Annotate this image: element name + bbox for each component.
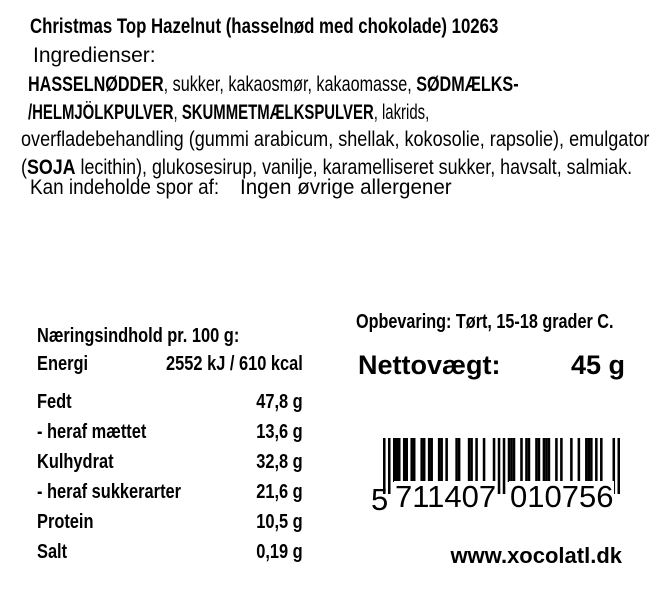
nutrition-label: - heraf sukkerarter [37, 481, 182, 503]
nutrition-row: - heraf sukkerarter 21,6 g [37, 481, 303, 507]
nutrition-row: - heraf mættet 13,6 g [37, 421, 303, 447]
ingredient-line: (SOJA lecithin), glukosesirup, vanilje, … [21, 154, 642, 182]
nutrition-value: 21,6 g [256, 481, 303, 503]
ingredient-text: lecithin), glukosesirup, vanilje, karame… [75, 155, 633, 179]
ingredient-text: , lakrids, [373, 100, 430, 124]
nutrition-value: 2552 kJ / 610 kcal [166, 353, 303, 375]
nutrition-row: Kulhydrat 32,8 g [37, 451, 303, 477]
net-weight-value: 45 g [570, 350, 625, 380]
barcode-bars [383, 438, 620, 494]
allergen-text: SOJA [26, 155, 76, 179]
nutrition-label: Energi [37, 353, 89, 375]
ingredient-line: HASSELNØDDER, sukker, kakaosmør, kakaoma… [28, 71, 585, 99]
nutrition-label: - heraf mættet [37, 421, 147, 443]
ingredient-line: overfladebehandling (gummi arabicum, she… [21, 126, 649, 154]
allergen-text: /HELMJÖLKPULVER [28, 100, 174, 124]
ingredient-text: , sukker, kakaosmør, kakaomasse, [163, 73, 417, 96]
ingredients-list: HASSELNØDDER, sukker, kakaosmør, kakaoma… [21, 71, 663, 181]
nutrition-label: Salt [37, 541, 68, 563]
net-weight-label: Nettovægt: [358, 350, 501, 380]
ingredients-label: Ingredienser: [33, 44, 156, 67]
traces-value: Ingen øvrige allergener [240, 176, 452, 199]
traces-label: Kan indeholde spor af: [30, 176, 220, 199]
nutrition-value: 10,5 g [256, 511, 303, 533]
nutrition-row: Protein 10,5 g [37, 511, 303, 537]
product-title: Christmas Top Hazelnut (hasselnød med ch… [30, 15, 499, 38]
nutrition-label: Fedt [37, 391, 72, 413]
nutrition-value: 0,19 g [256, 541, 303, 563]
ingredient-text: ( [21, 155, 27, 179]
website-url: www.xocolatl.dk [450, 543, 622, 568]
ean-barcode: 5 711407 010756 [370, 438, 622, 517]
ingredient-text: , [173, 100, 182, 124]
nutrition-label: Kulhydrat [37, 451, 114, 473]
barcode-first-digit: 5 [371, 482, 389, 517]
allergen-text: HASSELNØDDER [28, 73, 164, 96]
ingredient-text: overfladebehandling (gummi arabicum, she… [21, 128, 650, 152]
allergen-text: SKUMMETMÆLKSPULVER [181, 100, 374, 124]
nutrition-value: 32,8 g [256, 451, 303, 473]
allergen-text: SØDMÆLKS- [416, 73, 519, 96]
ingredient-line: /HELMJÖLKPULVER, SKUMMETMÆLKSPULVER, lak… [28, 99, 542, 127]
nutrition-row: Salt 0,19 g [37, 541, 303, 567]
nutrition-value: 47,8 g [256, 391, 303, 413]
barcode-digit-group: 010756 [509, 479, 615, 514]
nutrition-row: Fedt 47,8 g [37, 391, 303, 417]
nutrition-value: 13,6 g [256, 421, 303, 443]
storage-info: Opbevaring: Tørt, 15-18 grader C. [356, 311, 614, 333]
barcode-digit-group: 711407 [394, 479, 498, 514]
nutrition-label: Protein [37, 511, 94, 533]
nutrition-header: Næringsindhold pr. 100 g: [37, 325, 240, 347]
nutrition-row: Energi 2552 kJ / 610 kcal [37, 353, 303, 379]
